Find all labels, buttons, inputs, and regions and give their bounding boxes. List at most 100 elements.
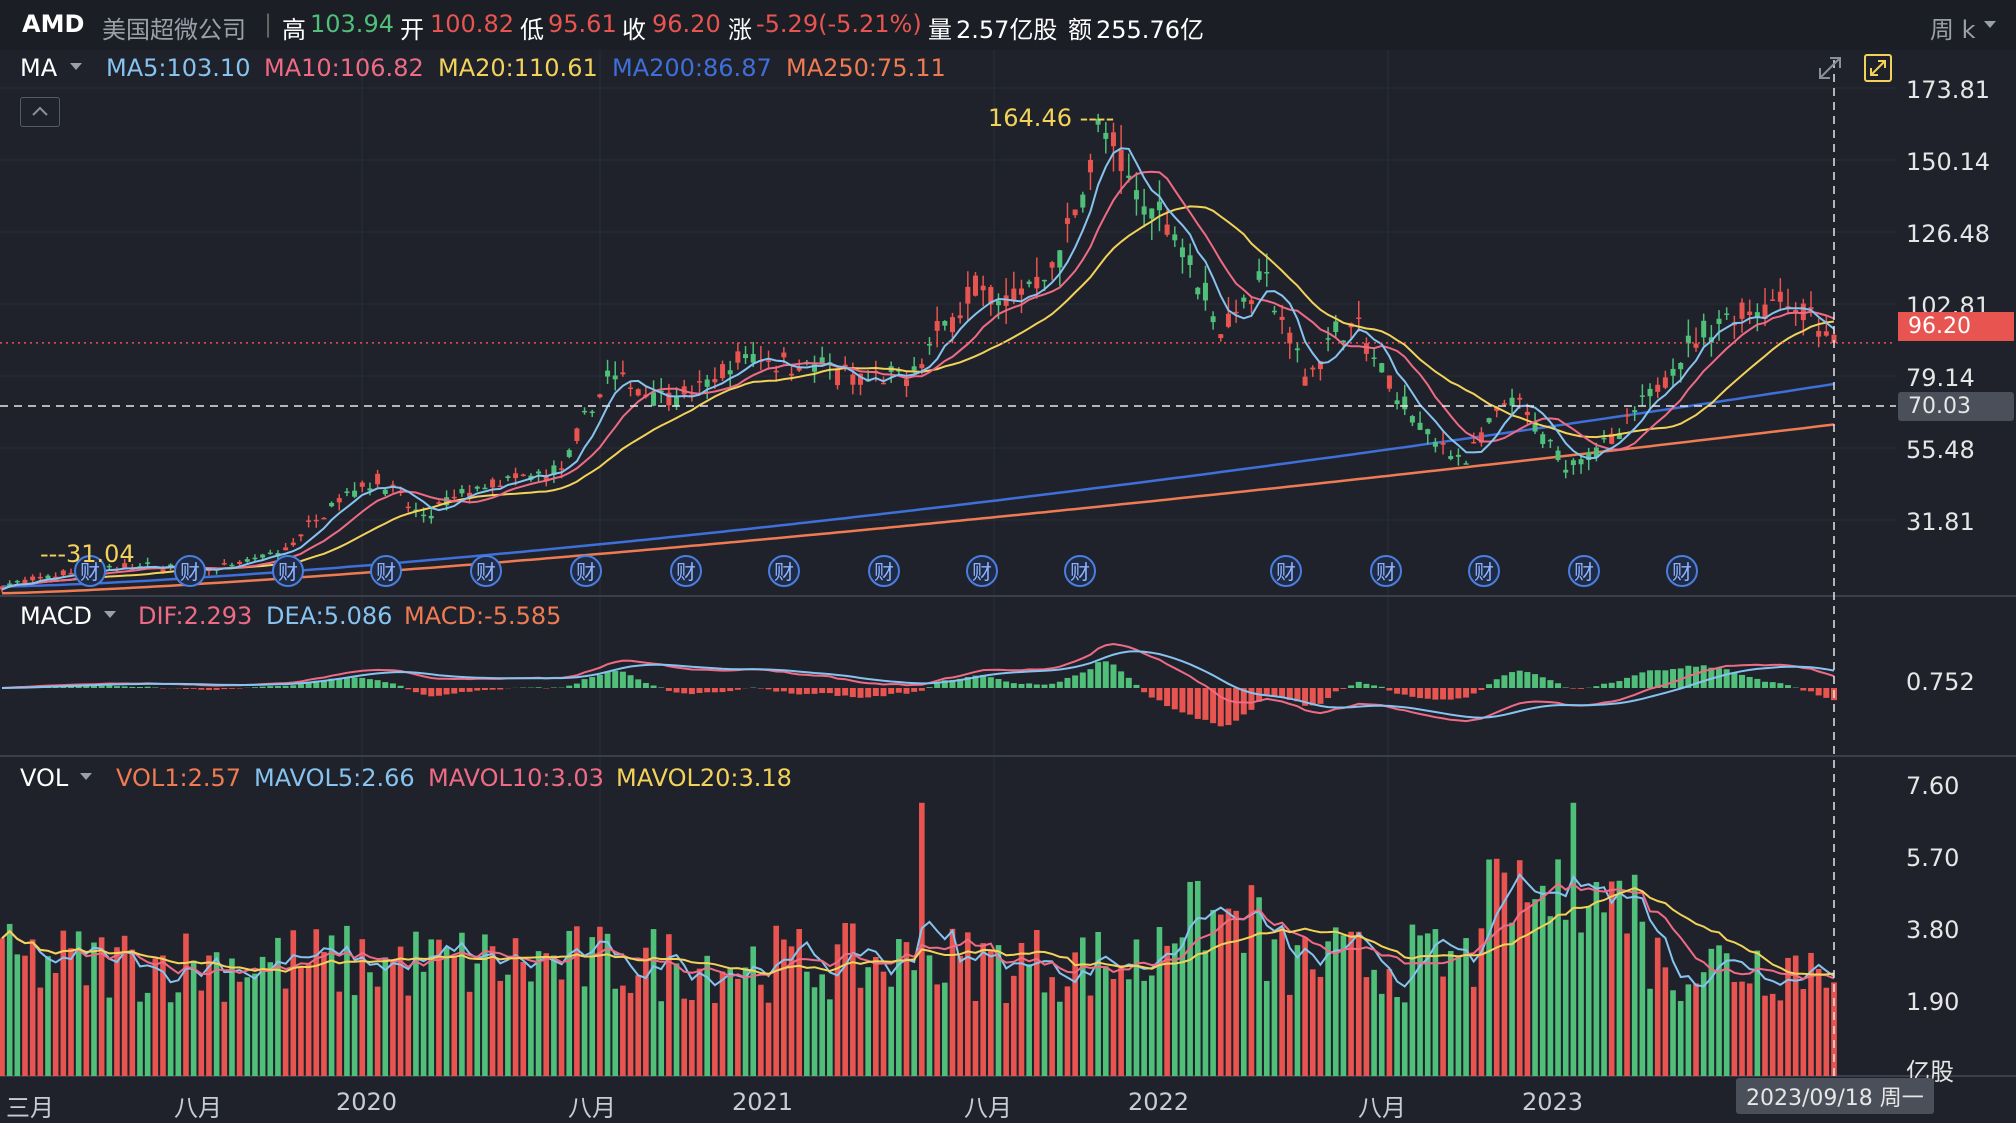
volume-bar [643,948,649,1076]
macd-bar [1624,678,1630,688]
expand-icon[interactable] [1816,54,1844,82]
candle-body [229,565,234,567]
macd-bar [1593,686,1599,688]
vol-indicator-name[interactable]: VOL [20,764,68,792]
price-tick: 31.81 [1906,508,1975,536]
macd-bar [1195,688,1201,719]
volume-bar [1548,916,1554,1076]
candle-body [45,576,50,579]
volume-bar [1241,953,1247,1076]
volume-bar [727,969,733,1076]
macd-bar [1034,684,1040,688]
earnings-marker-icon[interactable]: 财 [471,556,501,586]
candle-body [1034,277,1039,289]
volume-bar [1103,966,1109,1076]
earnings-marker-icon[interactable]: 财 [1065,556,1095,586]
volume-bar [114,947,120,1076]
volume-bar [107,998,113,1076]
macd-bar [1064,678,1070,688]
macd-bar [1179,688,1185,712]
volume-bar [137,1002,143,1076]
candle-body [597,394,602,397]
macd-bar [1149,688,1155,698]
macd-bar [674,688,680,692]
ma10-line [2,172,1834,590]
macd-indicator-name[interactable]: MACD [20,602,92,630]
volume-bar [1586,906,1592,1076]
candle-body [30,577,35,581]
volume-bar [551,956,557,1076]
macd-bar [1202,688,1208,720]
ma5-value: MA5:103.10 [106,54,250,82]
candle-body [1433,442,1438,447]
volume-bar [635,975,641,1076]
earnings-marker-icon[interactable]: 财 [1371,556,1401,586]
earnings-marker-icon[interactable]: 财 [967,556,997,586]
macd-bar [1187,688,1193,715]
earnings-marker-icon[interactable]: 财 [273,556,303,586]
earnings-marker-icon[interactable]: 财 [1569,556,1599,586]
earnings-marker-icon[interactable]: 财 [175,556,205,586]
earnings-marker-icon[interactable]: 财 [671,556,701,586]
collapse-icon[interactable] [20,97,60,127]
macd-bar [597,675,603,688]
earnings-marker-icon[interactable]: 财 [869,556,899,586]
earnings-marker-icon[interactable]: 财 [371,556,401,586]
candle-body [1134,190,1139,199]
volume-bar [1594,882,1600,1076]
macd-bar [1363,684,1369,688]
macd-bar [1095,662,1101,688]
macd-bar [1348,685,1354,688]
candle-body [1441,443,1446,445]
macd-bar [926,687,932,688]
volume-bar [421,972,427,1076]
volume-bar [1801,989,1807,1076]
candle-body [743,354,748,358]
volume-bar [283,989,289,1076]
macd-bar [1823,688,1829,698]
earnings-marker-icon[interactable]: 财 [571,556,601,586]
ma-dropdown-icon[interactable] [70,63,82,70]
vol-dropdown-icon[interactable] [80,773,92,780]
macd-bar [1425,688,1431,699]
candle-body [145,562,150,564]
volume-bar [68,948,74,1076]
macd-dropdown-icon[interactable] [104,611,116,618]
ma-indicator-name[interactable]: MA [20,54,57,82]
macd-bar [206,688,212,690]
volume-bar [313,929,319,1076]
candle-body [1103,133,1108,139]
macd-bar [842,688,848,695]
price-tick: 79.14 [1906,364,1975,392]
earnings-marker-icon[interactable]: 财 [1469,556,1499,586]
candle-body [942,321,947,326]
volume-bar [497,981,503,1076]
earnings-marker-icon[interactable]: 财 [769,556,799,586]
macd-bar [1371,685,1377,688]
volume-bar [1295,945,1301,1076]
volume-bar [804,972,810,1076]
earnings-marker-icon[interactable]: 财 [1271,556,1301,586]
candle-body [61,570,66,575]
candle-body [697,381,702,383]
macd-bar [1225,688,1231,725]
volume-bar [911,970,917,1076]
macd-bar [1609,683,1615,688]
earnings-marker-icon[interactable]: 财 [1667,556,1697,586]
volume-bar [812,987,818,1076]
volume-bar [352,995,358,1076]
volume-bar [1778,1000,1784,1076]
macd-bar [1409,688,1415,697]
volume-bar [528,981,534,1076]
mavol10-value: MAVOL10:3.03 [428,764,604,792]
volume-bar [1118,965,1124,1076]
volume-bar [1617,881,1623,1076]
volume-bar [1134,939,1140,1076]
volume-bar [237,982,243,1076]
candle-body [590,412,595,414]
ma10-value: MA10:106.82 [264,54,424,82]
fullscreen-icon[interactable] [1864,54,1892,82]
macd-bar [221,688,227,689]
candle-body [567,450,572,457]
